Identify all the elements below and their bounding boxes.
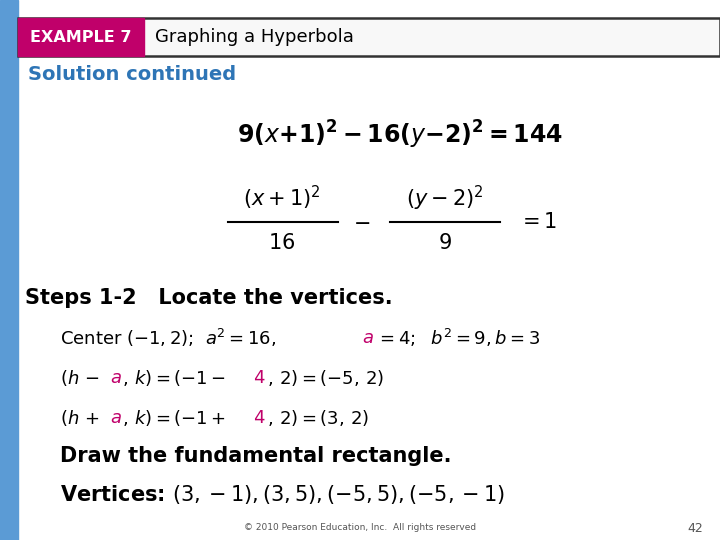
Bar <box>18 18 144 56</box>
Text: $16$: $16$ <box>269 233 296 253</box>
Text: Steps 1-2   Locate the vertices.: Steps 1-2 Locate the vertices. <box>25 288 392 308</box>
Text: Vertices: $(3, -1), (3, 5), (-5, 5), (-5, -1)$: Vertices: $(3, -1), (3, 5), (-5, 5), (-5… <box>60 483 505 507</box>
Text: EXAMPLE 7: EXAMPLE 7 <box>30 30 132 44</box>
Bar <box>18 18 720 56</box>
Text: $(h\,-$: $(h\,-$ <box>60 368 100 388</box>
Text: $,\, 2) = (3,\, 2)$: $,\, 2) = (3,\, 2)$ <box>267 408 369 428</box>
Text: Draw the fundamental rectangle.: Draw the fundamental rectangle. <box>60 446 451 466</box>
Text: Graphing a Hyperbola: Graphing a Hyperbola <box>155 28 354 46</box>
Text: $(x+1)^2$: $(x+1)^2$ <box>243 184 321 212</box>
Text: Solution continued: Solution continued <box>28 64 236 84</box>
Text: $-$: $-$ <box>354 212 371 232</box>
Text: 42: 42 <box>687 522 703 535</box>
Text: $,\, 2) = (-5,\, 2)$: $,\, 2) = (-5,\, 2)$ <box>267 368 384 388</box>
Text: $\mathbf{9(}x\mathbf{+1)^2-16(}y\mathbf{-2)^2=144}$: $\mathbf{9(}x\mathbf{+1)^2-16(}y\mathbf{… <box>237 119 563 151</box>
Text: Center $(-1, 2)$;  $a^2 = 16,$: Center $(-1, 2)$; $a^2 = 16,$ <box>60 327 276 349</box>
Text: $(y-2)^2$: $(y-2)^2$ <box>406 184 484 213</box>
Text: $4$: $4$ <box>253 409 266 427</box>
Text: © 2010 Pearson Education, Inc.  All rights reserved: © 2010 Pearson Education, Inc. All right… <box>244 523 476 532</box>
Text: $,\, k) = (-1+$: $,\, k) = (-1+$ <box>122 408 226 428</box>
Text: $=1$: $=1$ <box>518 212 557 232</box>
Text: $(h\,+$: $(h\,+$ <box>60 408 100 428</box>
Bar <box>0 0 18 540</box>
Text: $a$: $a$ <box>110 409 122 427</box>
Text: $9$: $9$ <box>438 233 452 253</box>
Text: $a$: $a$ <box>362 329 374 347</box>
Text: $4$: $4$ <box>253 369 266 387</box>
Text: $,\, k) = (-1-$: $,\, k) = (-1-$ <box>122 368 226 388</box>
Text: $= 4;$  $b^2 = 9, b = 3$: $= 4;$ $b^2 = 9, b = 3$ <box>376 327 540 349</box>
Text: $a$: $a$ <box>110 369 122 387</box>
